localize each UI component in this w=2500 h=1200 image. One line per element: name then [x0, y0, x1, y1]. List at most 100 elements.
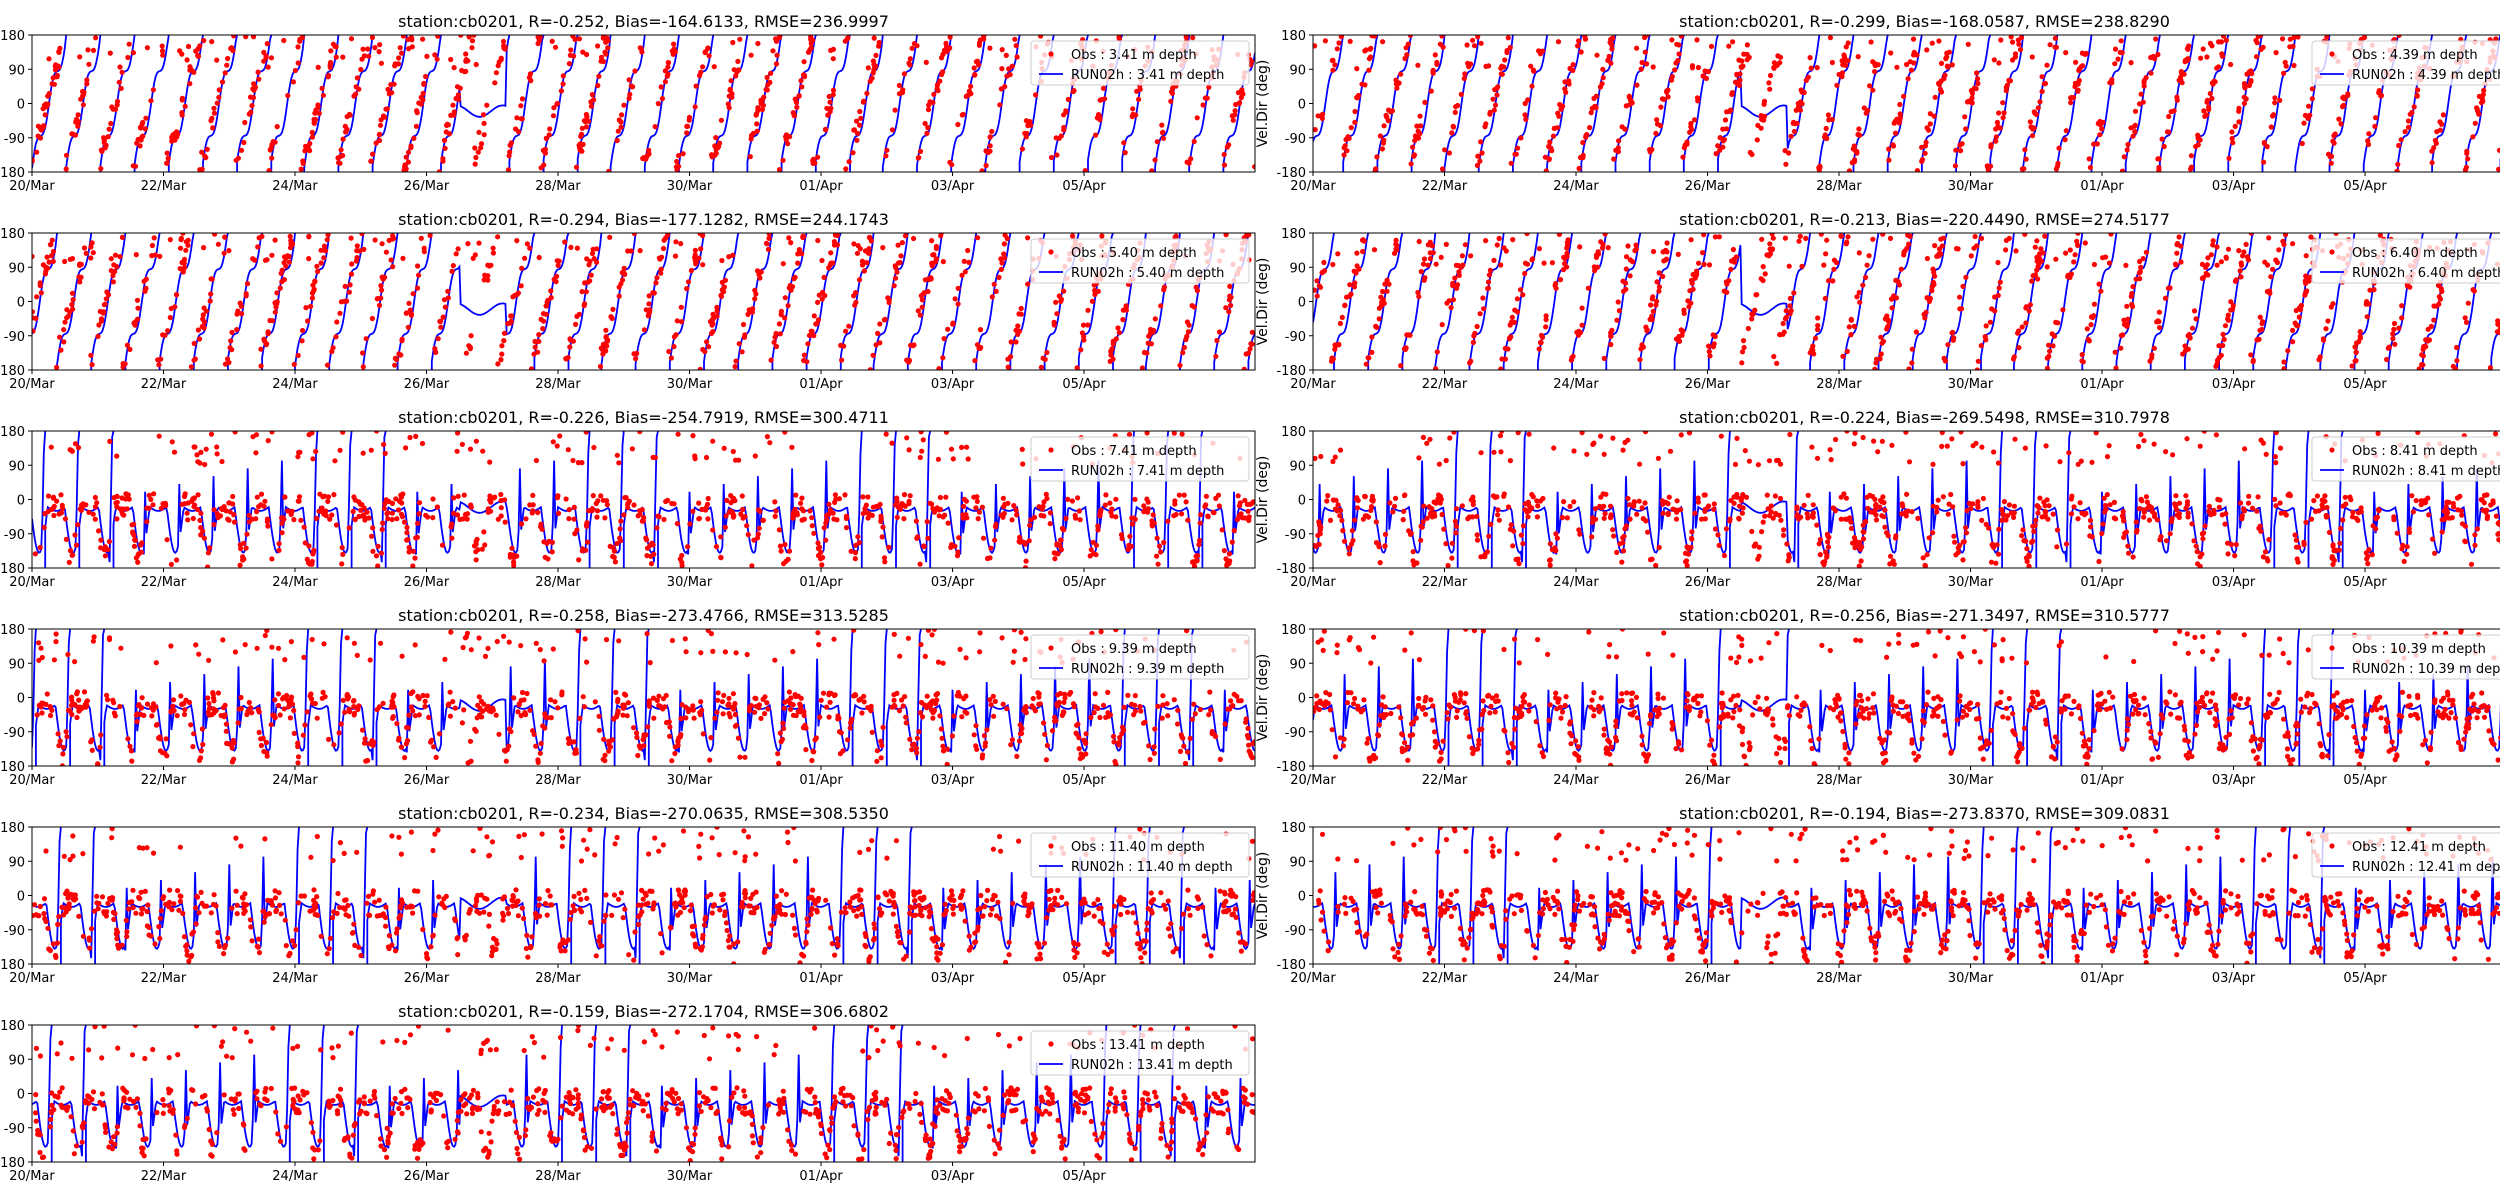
obs-point [285, 508, 291, 514]
obs-point [360, 46, 366, 52]
obs-point [72, 441, 79, 447]
obs-point [1505, 35, 1511, 41]
obs-point [382, 450, 388, 456]
obs-point [911, 41, 918, 47]
obs-point [1932, 273, 1938, 279]
obs-point [857, 246, 863, 252]
obs-point [302, 148, 308, 154]
obs-point [987, 143, 993, 149]
obs-point [2106, 260, 2112, 266]
obs-point [445, 288, 451, 294]
obs-point [165, 155, 171, 161]
obs-point [857, 108, 863, 115]
obs-point [2236, 248, 2242, 254]
obs-point [1458, 264, 1464, 270]
obs-point [2016, 345, 2022, 351]
obs-point [1321, 259, 1327, 266]
obs-point [2097, 118, 2103, 125]
obs-point [37, 282, 43, 289]
obs-point [84, 77, 90, 83]
obs-point [1168, 89, 1175, 95]
obs-point [209, 39, 215, 45]
obs-point [845, 35, 851, 41]
obs-point [340, 551, 346, 558]
obs-point [179, 51, 185, 57]
obs-point [1688, 237, 1694, 243]
obs-point [930, 99, 936, 106]
obs-point [1378, 294, 1384, 300]
obs-point [2046, 342, 2052, 348]
obs-point [480, 448, 486, 454]
obs-point [602, 49, 608, 55]
obs-point [296, 494, 303, 500]
obs-point [621, 512, 627, 518]
obs-point [269, 431, 275, 435]
obs-point [918, 431, 924, 435]
obs-point [1502, 57, 1508, 63]
obs-point [1126, 542, 1132, 548]
obs-point [973, 505, 979, 511]
obs-point [554, 273, 560, 279]
obs-point [118, 85, 124, 91]
obs-point [2309, 96, 2315, 102]
obs-point [2306, 278, 2312, 284]
obs-point [131, 532, 137, 538]
obs-point [1120, 317, 1126, 323]
obs-point [1788, 133, 1794, 139]
obs-point [777, 331, 783, 337]
obs-point [598, 54, 605, 61]
obs-point [401, 167, 407, 172]
obs-point [303, 305, 309, 311]
obs-point [2407, 284, 2413, 290]
obs-point [156, 433, 162, 439]
obs-point [1000, 495, 1007, 501]
obs-point [808, 328, 814, 334]
obs-point [2363, 301, 2369, 307]
obs-point [454, 84, 461, 90]
obs-point [648, 561, 655, 567]
obs-point [524, 241, 531, 247]
obs-point [2001, 110, 2007, 116]
obs-point [878, 516, 884, 522]
obs-point [971, 65, 977, 71]
obs-point [113, 500, 119, 506]
obs-point [2066, 450, 2072, 456]
obs-point [2225, 317, 2231, 323]
obs-point [1315, 113, 1321, 119]
obs-point [269, 252, 275, 258]
obs-point [342, 283, 348, 289]
obs-point [1346, 545, 1352, 551]
obs-point [1180, 350, 1186, 356]
y-axis-label: Vel.Dir (deg) [1255, 60, 1271, 148]
obs-point [1824, 237, 1830, 243]
obs-point [94, 500, 100, 506]
obs-point [1380, 39, 1386, 45]
obs-point [1314, 278, 1320, 284]
obs-point [1009, 517, 1015, 523]
obs-point [349, 261, 355, 267]
obs-point [1674, 41, 1680, 47]
obs-point [2399, 315, 2405, 321]
obs-point [302, 540, 308, 546]
obs-point [42, 112, 48, 118]
x-tick-label: 03/Apr [2212, 179, 2256, 194]
obs-point [485, 262, 491, 268]
obs-point [1008, 339, 1014, 345]
obs-point [174, 292, 180, 298]
obs-point [856, 277, 863, 283]
obs-point [1478, 139, 1484, 145]
obs-point [2062, 137, 2068, 143]
obs-point [1313, 287, 1318, 293]
obs-point [1048, 154, 1055, 161]
obs-point [1168, 98, 1174, 104]
obs-point [103, 296, 109, 302]
obs-point [1625, 243, 1631, 249]
obs-point [782, 295, 788, 301]
obs-point [811, 313, 817, 319]
obs-point [478, 141, 485, 147]
obs-point [924, 519, 930, 525]
x-tick-label: 30/Mar [667, 575, 713, 590]
obs-point [2264, 144, 2270, 150]
obs-point [1366, 56, 1372, 62]
obs-point [1660, 249, 1666, 255]
